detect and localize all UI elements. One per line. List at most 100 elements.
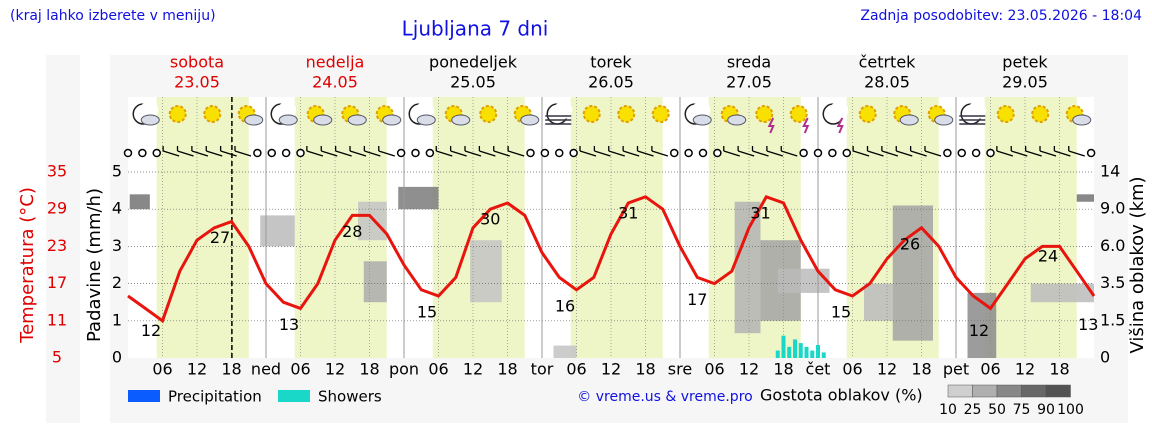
wind-calm xyxy=(670,148,679,158)
x-tick-label: 18 xyxy=(635,360,655,379)
wind-calm xyxy=(425,148,435,158)
wind-barb xyxy=(852,150,870,157)
wind-calm xyxy=(411,148,420,158)
wind-barb xyxy=(450,150,467,157)
icon-moon xyxy=(140,101,159,119)
wind-barb xyxy=(464,150,482,157)
cloud-legend-label: 10 xyxy=(939,402,957,418)
wind-barb xyxy=(1054,150,1071,157)
temp-tick-label: 11 xyxy=(47,310,67,329)
wind-calm xyxy=(698,148,708,158)
wind-barb xyxy=(637,150,654,157)
x-tick-label: ned xyxy=(251,360,281,379)
icon-lightning xyxy=(802,117,810,134)
icon-cloud xyxy=(244,114,264,126)
icon-cloud xyxy=(416,114,436,126)
icon-cloud xyxy=(899,114,919,126)
day-date: 28.05 xyxy=(864,73,910,92)
daylight xyxy=(984,97,1077,358)
x-tick-label: 12 xyxy=(1015,360,1035,379)
icon-moon xyxy=(554,101,573,119)
cloud-legend-box xyxy=(1045,384,1071,398)
credit: © vreme.us & vreme.pro xyxy=(577,389,752,405)
cloud-block xyxy=(398,186,439,210)
cloud-legend-label: 90 xyxy=(1037,402,1055,418)
wind-calm xyxy=(986,148,995,158)
temp-label: 15 xyxy=(417,303,437,322)
precip-bar xyxy=(816,344,820,358)
icon-cloud xyxy=(1072,114,1092,126)
day-name: petek xyxy=(1002,53,1048,72)
x-tick-label: 18 xyxy=(911,360,931,379)
y-tick-label: 4 xyxy=(112,199,122,218)
icon-cloud xyxy=(692,114,712,126)
cloud-legend-box xyxy=(972,384,998,398)
x-tick-label: 12 xyxy=(325,360,345,379)
temp-label: 13 xyxy=(1078,315,1098,334)
wind-calm xyxy=(138,148,147,158)
temp-axis-title: Temperatura (°C) xyxy=(17,187,38,344)
wind-barb xyxy=(191,150,209,157)
cloud-block xyxy=(363,261,387,303)
day-date: 26.05 xyxy=(588,73,634,92)
wind-barb xyxy=(1039,150,1057,157)
wind-barb xyxy=(924,150,942,157)
wind-barb xyxy=(177,150,194,157)
temp-label: 15 xyxy=(831,303,851,322)
x-tick-label: sre xyxy=(668,360,692,379)
cloud-block xyxy=(260,215,295,247)
x-tick-label: pet xyxy=(943,360,969,379)
cloud-block xyxy=(734,201,761,334)
temp-label: 24 xyxy=(1038,247,1058,266)
y-tick-label: 1 xyxy=(112,310,122,329)
wind-calm xyxy=(569,148,578,158)
y-tick-label: 5 xyxy=(112,162,122,181)
cloud-block xyxy=(1030,283,1094,303)
cloud-block xyxy=(358,201,387,241)
y2-tick-label: 9.0 xyxy=(1100,199,1125,218)
wind-barb xyxy=(493,150,510,157)
daylight xyxy=(432,97,525,358)
wind-calm xyxy=(813,148,823,158)
icon-cloud xyxy=(278,114,298,126)
wind-calm xyxy=(540,148,550,158)
cloud-block xyxy=(129,194,150,210)
icon-sun xyxy=(789,105,808,123)
wind-calm xyxy=(152,148,161,158)
x-tick-label: 06 xyxy=(704,360,724,379)
wind-barb xyxy=(349,150,367,157)
x-tick-label: tor xyxy=(531,360,554,379)
icon-sun xyxy=(582,105,601,123)
day-name: ponedeljek xyxy=(429,53,518,72)
cloud-legend-label: 75 xyxy=(1013,402,1031,418)
day-name: sobota xyxy=(170,53,224,72)
wind-barb xyxy=(622,150,640,157)
cloud-block xyxy=(470,240,502,303)
x-tick-label: 12 xyxy=(877,360,897,379)
wind-barb xyxy=(335,150,352,157)
temp-label: 30 xyxy=(480,210,500,229)
temp-tick-label: 23 xyxy=(47,236,67,255)
x-tick-label: 18 xyxy=(359,360,379,379)
y2-tick-label: 3.5 xyxy=(1100,273,1125,292)
cloud-legend-label: 50 xyxy=(988,402,1006,418)
day-name: četrtek xyxy=(859,53,917,72)
wind-barb xyxy=(594,150,611,157)
precip-bar xyxy=(798,343,803,358)
precip-bar xyxy=(810,350,815,358)
icon-sun xyxy=(755,105,774,123)
wind-calm xyxy=(396,148,406,158)
wind-barb xyxy=(881,150,899,157)
wind-barb xyxy=(378,150,395,157)
temp-label: 12 xyxy=(141,321,161,340)
cloud-legend-box xyxy=(1021,384,1047,398)
wind-calm xyxy=(281,148,291,158)
icon-cloud xyxy=(727,114,747,126)
icon-cloud xyxy=(140,114,160,126)
day-date: 25.05 xyxy=(450,73,496,92)
wind-barb xyxy=(608,150,625,157)
wind-calm xyxy=(957,148,966,158)
daylight xyxy=(570,97,663,358)
x-tick-label: 12 xyxy=(739,360,759,379)
temp-label: 26 xyxy=(900,234,920,253)
